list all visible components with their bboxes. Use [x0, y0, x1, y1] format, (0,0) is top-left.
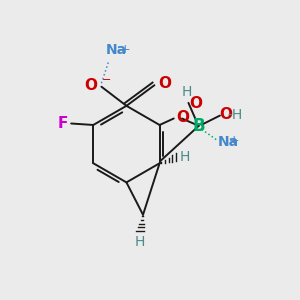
- Text: +: +: [120, 44, 130, 56]
- Text: Na: Na: [106, 43, 127, 57]
- Text: H: H: [182, 85, 192, 99]
- Text: O: O: [176, 110, 189, 125]
- Text: B: B: [192, 117, 205, 135]
- Text: H: H: [179, 150, 190, 164]
- Text: H: H: [135, 236, 145, 249]
- Text: +: +: [229, 134, 240, 147]
- Text: -H: -H: [227, 108, 243, 122]
- Text: O: O: [219, 106, 232, 122]
- Text: −: −: [102, 75, 112, 85]
- Text: O: O: [85, 78, 98, 93]
- Text: F: F: [58, 116, 68, 131]
- Text: Na: Na: [218, 135, 239, 149]
- Text: O: O: [189, 96, 202, 111]
- Text: O: O: [158, 76, 171, 91]
